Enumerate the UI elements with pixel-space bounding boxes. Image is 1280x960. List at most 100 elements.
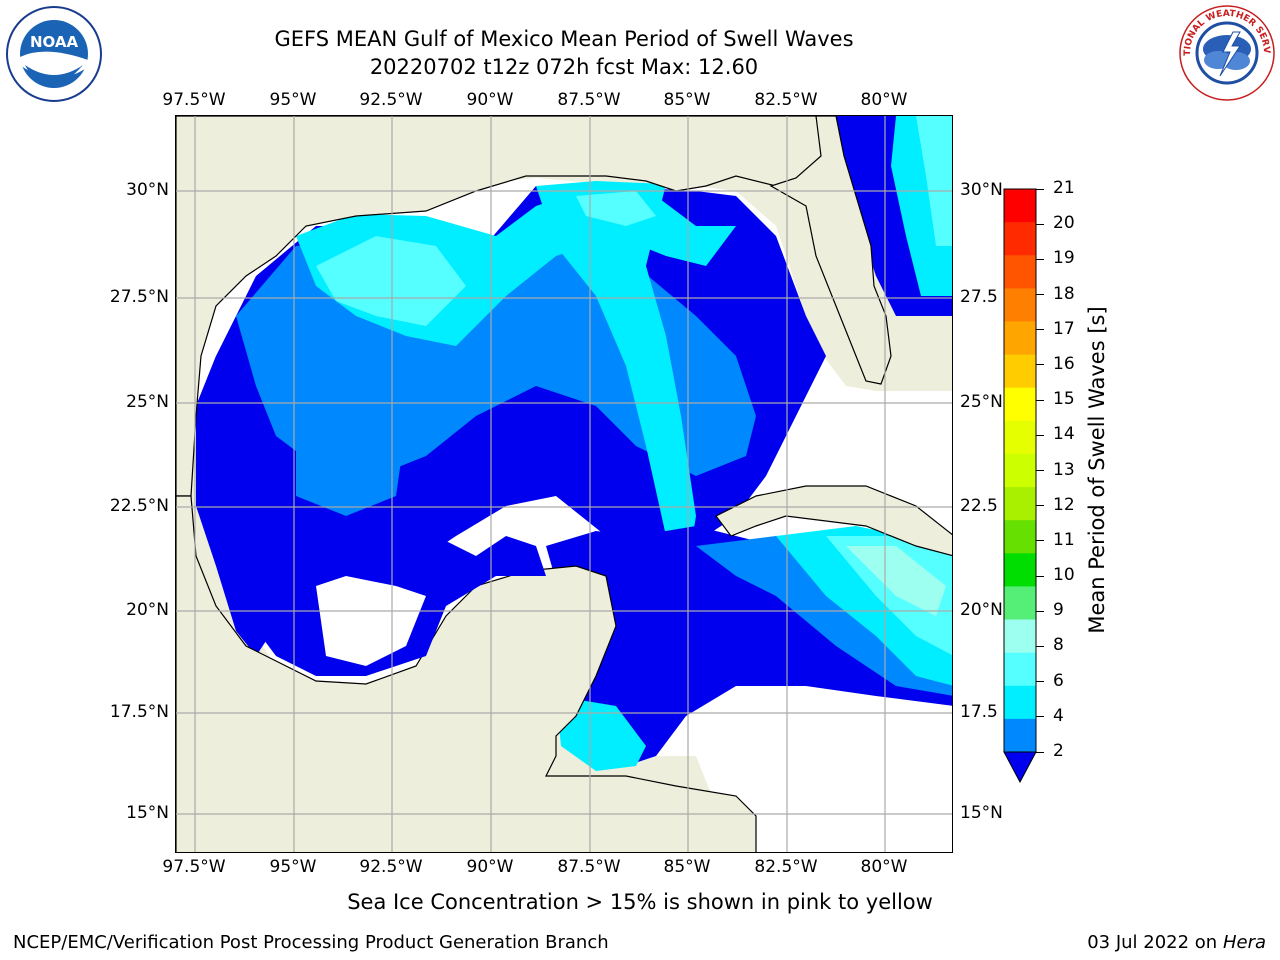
lon-tick-bottom: 90°W [466, 857, 514, 877]
graticule [176, 116, 952, 852]
lon-tick-top: 97.5°W [162, 90, 226, 110]
bay-of-campeche-white [316, 576, 426, 666]
colorbar-band [1004, 354, 1036, 389]
colorbar-tick-label: 13 [1053, 459, 1075, 480]
lat-tick-left: 25°N [126, 392, 169, 412]
lon-tick-top: 80°W [860, 90, 908, 110]
colorbar-tick-label: 11 [1053, 529, 1075, 550]
footer-credit: NCEP/EMC/Verification Post Processing Pr… [13, 932, 609, 953]
colorbar-tick-label: 12 [1053, 494, 1075, 515]
lon-tick-bottom: 95°W [269, 857, 317, 877]
lat-tick-right: 15°N [960, 803, 1003, 823]
colorbar [1002, 188, 1042, 787]
map-title: GEFS MEAN Gulf of Mexico Mean Period of … [274, 27, 854, 51]
colorbar-band [1004, 453, 1036, 488]
colorbar-tick-label: 4 [1053, 705, 1064, 726]
colorbar-tick-mark [1036, 294, 1044, 296]
colorbar-tick-mark [1036, 364, 1044, 366]
colorbar-tick-mark [1036, 258, 1044, 260]
colorbar-tick-mark [1036, 399, 1044, 401]
nws-logo: NATIONAL WEATHER SERVICE [1174, 0, 1276, 106]
colorbar-band [1004, 255, 1036, 289]
lat-tick-left: 27.5°N [109, 287, 169, 307]
colorbar-tick-label: 2 [1053, 741, 1064, 761]
colorbar-band [1004, 553, 1036, 587]
lon-tick-bottom: 97.5°W [162, 857, 226, 877]
colorbar-band [1004, 652, 1036, 687]
colorbar-tick-mark [1036, 188, 1044, 190]
lon-tick-bottom: 92.5°W [359, 857, 423, 877]
colorbar-tick-mark [1036, 645, 1044, 647]
mexico-central-america [176, 495, 757, 852]
colorbar-band [1004, 387, 1036, 422]
colorbar-band [1004, 520, 1036, 554]
footer-date-text: 03 Jul 2022 on [1087, 932, 1223, 953]
footer-date: 03 Jul 2022 on Hera [1087, 932, 1266, 953]
colorbar-band [1004, 222, 1036, 256]
colorbar-extend-arrow [1003, 751, 1037, 784]
colorbar-tick-mark [1036, 540, 1044, 542]
lat-tick-right: 27.5 [960, 287, 998, 307]
caribbean-swell-9s [846, 546, 946, 616]
colorbar-tick-label: 8 [1053, 635, 1064, 656]
colorbar-band [1004, 586, 1036, 621]
lon-tick-top: 85°W [663, 90, 711, 110]
lon-tick-top: 90°W [466, 90, 514, 110]
swell-region-8s [316, 236, 466, 326]
cuba [715, 485, 952, 557]
colorbar-tick-mark [1036, 223, 1044, 225]
lat-tick-right: 17.5 [960, 702, 998, 722]
lon-tick-bottom: 80°W [860, 857, 908, 877]
colorbar-tick-label: 14 [1053, 424, 1075, 445]
gulf-honduras-swell [556, 696, 646, 771]
lon-tick-top: 82.5°W [754, 90, 818, 110]
atlantic-swell-8s [916, 116, 952, 246]
colorbar-band [1004, 288, 1036, 322]
lat-tick-left: 15°N [126, 803, 169, 823]
colorbar-tick-label: 6 [1053, 670, 1064, 691]
lon-tick-top: 92.5°W [359, 90, 423, 110]
colorbar-tick-mark [1036, 751, 1044, 753]
colorbar-tick-label: 17 [1053, 318, 1075, 339]
colorbar-tick-label: 10 [1053, 565, 1075, 586]
colorbar-band [1004, 321, 1036, 356]
colorbar-band [1004, 685, 1036, 720]
lat-tick-right: 30°N [960, 180, 1003, 200]
sea-ice-caption: Sea Ice Concentration > 15% is shown in … [347, 890, 933, 914]
colorbar-band [1004, 619, 1036, 654]
lon-tick-top: 87.5°W [557, 90, 621, 110]
map-subtitle: 20220702 t12z 072h fcst Max: 12.60 [369, 55, 759, 79]
lat-tick-left: 30°N [126, 180, 169, 200]
swell-region-4s-sw [296, 406, 406, 516]
colorbar-tick-label: 18 [1053, 283, 1075, 304]
swell-region-8s-n [576, 191, 656, 226]
colorbar-band [1004, 420, 1036, 455]
colorbar-tick-label: 19 [1053, 248, 1075, 269]
colorbar-tick-label: 21 [1053, 178, 1075, 198]
lat-tick-right: 25°N [960, 392, 1003, 412]
lat-tick-right: 22.5 [960, 496, 998, 516]
colorbar-tick-label: 9 [1053, 600, 1064, 621]
map-canvas [176, 116, 952, 852]
lat-tick-left: 20°N [126, 600, 169, 620]
colorbar-tick-mark [1036, 470, 1044, 471]
lat-tick-left: 17.5°N [109, 702, 169, 722]
colorbar-tick-mark [1036, 681, 1044, 683]
map-panel[interactable] [175, 115, 953, 853]
colorbar-band [1004, 189, 1036, 223]
colorbar-tick-label: 16 [1053, 353, 1075, 374]
colorbar-tick-mark [1036, 434, 1044, 436]
colorbar-tick-mark [1036, 716, 1044, 718]
colorbar-tick-mark [1036, 610, 1044, 612]
colorbar-tick-label: 15 [1053, 389, 1075, 410]
noaa-logo: NOAA [5, 5, 103, 107]
colorbar-tick-mark [1036, 575, 1044, 577]
lon-tick-bottom: 87.5°W [557, 857, 621, 877]
lat-tick-left: 22.5°N [109, 496, 169, 516]
svg-text:NOAA: NOAA [30, 33, 79, 51]
lon-tick-top: 95°W [269, 90, 317, 110]
colorbar-band [1004, 487, 1036, 521]
colorbar-tick-mark [1036, 329, 1044, 331]
lon-tick-bottom: 85°W [663, 857, 711, 877]
colorbar-label: Mean Period of Swell Waves [s] [1085, 306, 1109, 634]
